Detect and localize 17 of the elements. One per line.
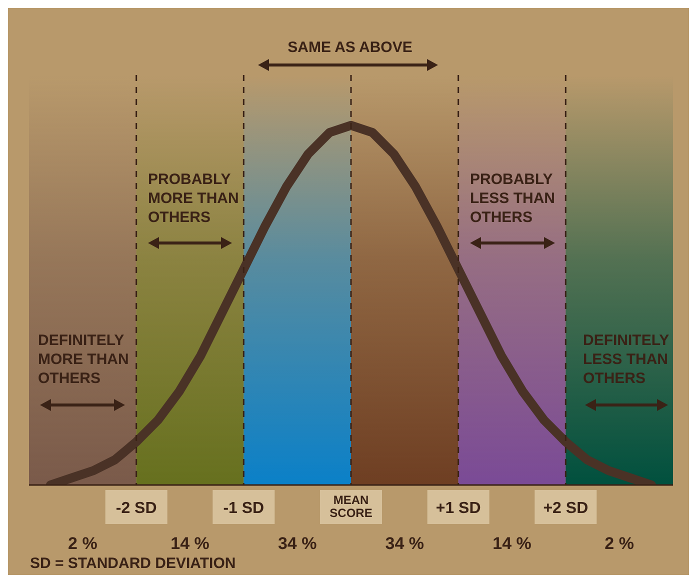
x-tick-label: -1 SD: [223, 500, 264, 517]
annotation: DEFINITELY MORE THAN OTHERS: [38, 332, 129, 387]
annotation: PROBABLY LESS THAN OTHERS: [470, 171, 556, 226]
text: SD = STANDARD DEVIATION: [30, 555, 236, 572]
band-label: 34 %: [385, 534, 424, 553]
band-label: 14 %: [170, 534, 210, 553]
band-label: 14 %: [492, 534, 532, 553]
annotation: PROBABLY MORE THAN OTHERS: [148, 171, 239, 226]
band-label: 34 %: [278, 534, 317, 553]
annotation: DEFINITELY LESS THAN OTHERS: [583, 332, 670, 387]
x-tick-label: MEAN SCORE: [330, 493, 372, 520]
band-label: 2 %: [604, 534, 634, 553]
x-tick-label: +1 SD: [436, 500, 481, 517]
text: SAME AS ABOVE: [288, 39, 412, 56]
x-tick-label: -2 SD: [116, 500, 157, 517]
x-tick-label: +2 SD: [543, 500, 588, 517]
band-label: 2 %: [68, 534, 98, 553]
